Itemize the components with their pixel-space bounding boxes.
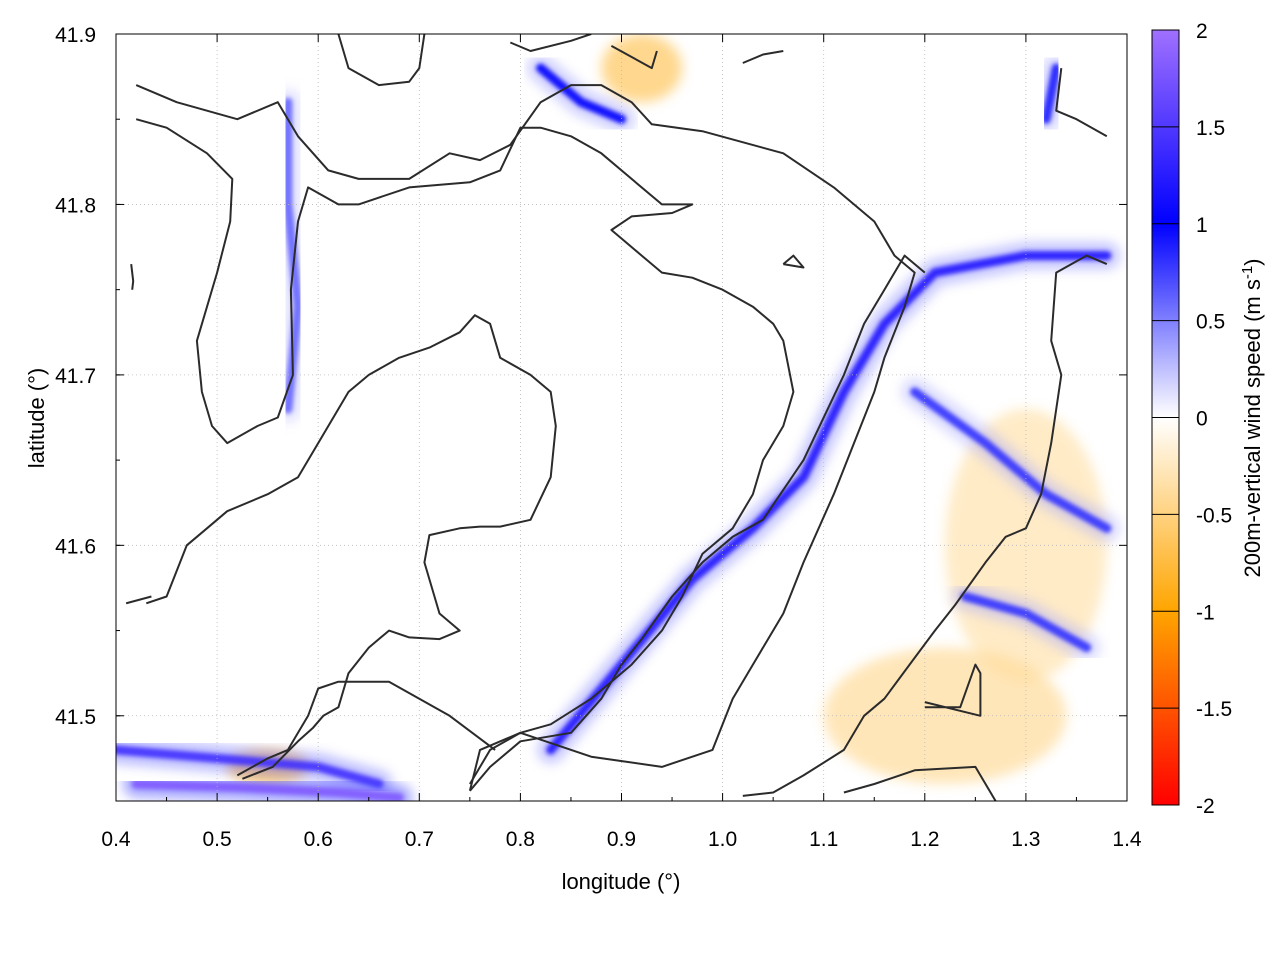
band-southwest-1-core [116, 745, 384, 789]
colorbar-tick-label: 0.5 [1196, 311, 1225, 334]
colorbar-tick-label: 2 [1196, 20, 1208, 43]
contour-outer-north [135, 84, 916, 792]
band-southwest-2-core [131, 779, 404, 801]
contour-northeast [1055, 67, 1108, 138]
contour-central-loop [145, 314, 557, 780]
contour-north-peak [610, 45, 658, 70]
x-axis-title: longitude (°) [562, 869, 681, 894]
band-north-peak-core [536, 63, 626, 124]
x-tick-label: 0.6 [304, 828, 333, 851]
terrain-contours [125, 34, 1108, 801]
colorbar-tick-label: -0.5 [1196, 504, 1232, 527]
y-axis-title: latitude (°) [24, 368, 49, 469]
x-tick-label: 1.4 [1112, 828, 1142, 851]
colorbar-tick-label: 1 [1196, 214, 1208, 237]
x-tick-label: 0.4 [101, 828, 131, 851]
y-tick-label: 41.6 [55, 535, 96, 558]
y-tick-label: 41.8 [55, 194, 96, 217]
grid-lines [116, 34, 1127, 801]
band-north-peak [527, 55, 635, 133]
band-valley-east-core [910, 387, 1112, 533]
colorbar-tick-label: -1.5 [1196, 698, 1232, 721]
x-tick-label: 1.0 [708, 828, 737, 851]
contour-southeast-1 [843, 765, 997, 801]
area-southeast [823, 647, 1067, 784]
x-axis: 0.4 0.5 0.6 0.7 0.8 0.9 1.0 1.1 1.2 1.3 1.4 [101, 34, 1142, 851]
band-northeast-core [1041, 63, 1061, 124]
x-tick-label: 0.5 [202, 828, 231, 851]
y-axis: 41.5 41.6 41.7 41.8 41.9 [55, 24, 1127, 802]
y-tick-label: 41.9 [55, 24, 96, 47]
band-valley-south [952, 583, 1100, 661]
x-tick-label: 0.8 [506, 828, 535, 851]
colorbar-tick-label: 0 [1196, 408, 1208, 431]
colorbar-tick-label: -2 [1196, 795, 1215, 818]
x-tick-label: 1.1 [809, 828, 838, 851]
contour-lakeside [236, 680, 496, 777]
band-southwest-1 [116, 736, 392, 797]
colorbar-tick-label: -1 [1196, 601, 1215, 624]
colorbar: 2 1.5 1 0.5 0 -0.5 -1 -1.5 -2 200m-vertical wind… [1151, 20, 1265, 818]
colorbar-title-suffix: ) [1240, 258, 1265, 265]
x-tick-label: 1.3 [1011, 828, 1040, 851]
band-valley-east [901, 378, 1120, 542]
x-tick-label: 0.9 [607, 828, 636, 851]
colorbar-title-exponent: -1 [1239, 266, 1256, 279]
x-tick-label: 0.7 [405, 828, 434, 851]
colorbar-title: 200m-vertical wind speed (m s-1) [1239, 258, 1265, 577]
colorbar-ticks: 2 1.5 1 0.5 0 -0.5 -1 -1.5 -2 [1152, 20, 1232, 818]
x-tick-label: 1.2 [910, 828, 939, 851]
y-tick-label: 41.5 [55, 706, 96, 729]
contour-east-ridge [742, 254, 1108, 797]
band-southwest-2 [123, 771, 413, 801]
contour-inner [135, 118, 795, 785]
contour-west-edge [130, 263, 135, 290]
colorbar-tick-label: 1.5 [1196, 117, 1225, 140]
band-valley-south-core [960, 592, 1092, 653]
contour-north-fragment-2 [742, 50, 784, 64]
y-tick-label: 41.7 [55, 365, 96, 388]
contour-west-mid [125, 595, 152, 605]
colorbar-title-prefix: 200m-vertical wind speed (m s [1240, 279, 1265, 577]
contour-north-east-frag [509, 34, 592, 52]
band-northeast [1033, 55, 1070, 133]
contour-small-loop [782, 254, 805, 269]
contour-mountain-lower [469, 254, 926, 792]
contour-northwest-cap [337, 34, 426, 87]
contour-southeast-loop [924, 663, 982, 717]
